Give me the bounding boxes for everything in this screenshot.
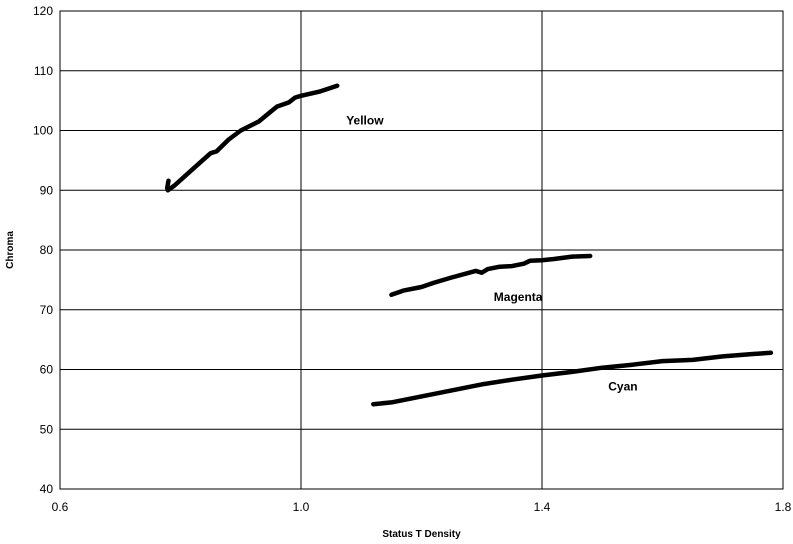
series-label-cyan: Cyan — [608, 379, 637, 393]
series-label-magenta: Magenta — [494, 290, 543, 304]
grid-lines — [59, 10, 784, 490]
series-annotations: Yellow Magenta Cyan — [346, 114, 637, 394]
y-tick-label: 110 — [34, 64, 53, 78]
plot-frame — [59, 10, 784, 490]
series-line-yellow — [164, 83, 340, 193]
series-line-cyan — [371, 350, 774, 407]
x-tick-label: 0.6 — [52, 500, 69, 514]
x-axis-title: Status T Density — [382, 529, 461, 540]
y-tick-label: 70 — [40, 303, 54, 317]
series-line-magenta — [389, 253, 593, 298]
y-tick-label: 50 — [40, 422, 54, 436]
x-tick-label: 1.8 — [775, 500, 792, 514]
y-tick-label: 90 — [40, 183, 54, 197]
y-tick-label: 80 — [40, 243, 54, 257]
y-tick-label: 40 — [40, 482, 54, 496]
y-axis-title: Chroma — [5, 231, 16, 269]
y-tick-label: 120 — [33, 4, 53, 18]
x-tick-label: 1.4 — [534, 500, 551, 514]
series-label-yellow: Yellow — [346, 114, 384, 128]
tick-labels: 40 50 60 70 80 90 100 110 120 0.6 1.0 1.4 1.8 — [33, 4, 792, 514]
y-tick-label: 60 — [40, 363, 54, 377]
x-tick-label: 1.0 — [293, 500, 310, 514]
y-tick-label: 100 — [33, 124, 53, 138]
series-lines — [164, 83, 774, 407]
